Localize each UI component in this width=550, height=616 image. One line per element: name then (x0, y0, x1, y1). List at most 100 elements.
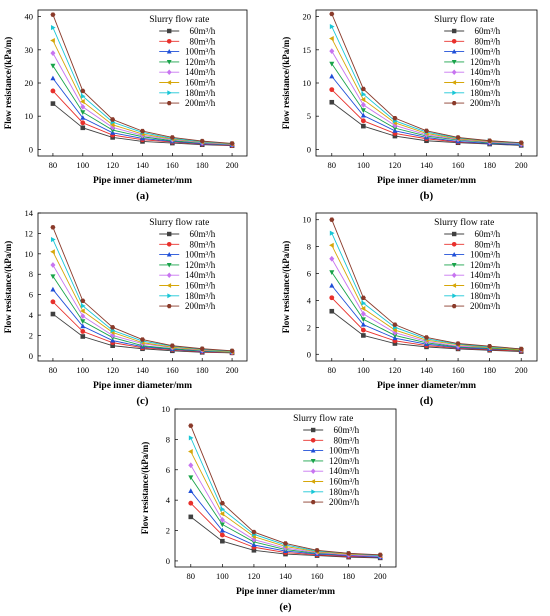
x-tick-label: 200 (226, 160, 239, 170)
legend-entry: 160m³/h (185, 78, 216, 88)
x-tick-label: 100 (357, 365, 370, 375)
legend: Slurry flow rate60m³/h80m³/h100m³/h120m³… (434, 14, 500, 108)
y-tick-label: 4 (29, 310, 34, 320)
data-point (392, 115, 398, 121)
data-point (329, 242, 334, 248)
y-axis-label: Flow resistance/(kPa/m) (140, 442, 150, 535)
legend: Slurry flow rate60m³/h80m³/h100m³/h120m³… (434, 217, 500, 311)
data-point (455, 341, 461, 346)
legend-entry: 60m³/h (333, 425, 359, 435)
x-axis-label: Pipe inner diameter/mm (236, 587, 335, 597)
legend-entry: 140m³/h (470, 270, 501, 280)
legend-marker (451, 263, 457, 268)
legend-marker (166, 69, 172, 75)
x-axis-label: Pipe inner diameter/mm (377, 176, 476, 186)
data-point (251, 547, 257, 553)
chart-panel-a: 80 100 120 140 160 180 200 0 10 20 30 40 Pipe inner … (3, 9, 248, 202)
data-point (199, 346, 205, 351)
data-point (329, 36, 334, 42)
legend-marker (451, 241, 457, 247)
data-point (50, 286, 56, 292)
legend-title: Slurry flow rate (149, 14, 209, 25)
data-point (251, 529, 257, 535)
data-point (360, 321, 366, 327)
data-point (188, 500, 194, 506)
legend-entry: 100m³/h (185, 250, 216, 260)
x-tick-label: 80 (328, 160, 337, 170)
data-point (50, 237, 56, 243)
data-point (346, 551, 352, 556)
data-point (360, 306, 366, 312)
data-point (392, 329, 398, 336)
data-point (329, 230, 335, 236)
panel-label: (b) (420, 190, 434, 202)
data-point (80, 303, 86, 309)
x-tick-label: 100 (76, 365, 89, 375)
legend-marker (167, 90, 172, 96)
legend-entry: 80m³/h (190, 36, 216, 46)
legend: Slurry flow rate60m³/h80m³/h100m³/h120m³… (149, 14, 215, 108)
data-point (329, 61, 335, 67)
data-point (50, 225, 56, 230)
legend-entry: 120m³/h (185, 260, 216, 270)
legend-entry: 60m³/h (474, 229, 500, 239)
data-point (80, 319, 86, 324)
data-point (282, 545, 289, 551)
legend-entry: 80m³/h (474, 239, 500, 249)
legend: Slurry flow rate60m³/h80m³/h100m³/h120m³… (149, 217, 215, 311)
y-tick-label: 10 (25, 249, 34, 259)
x-tick-label: 140 (136, 160, 149, 170)
chart-panel-b: 80 100 120 140 160 180 200 0 5 10 15 20 Pipe inner d… (281, 9, 538, 202)
y-tick-label: 14 (25, 208, 34, 218)
chart-panel-c: 80 100 120 140 160 180 200 0 2 4 6 8 10 12 14 Pipe inne… (3, 208, 248, 407)
panel-label: (c) (136, 395, 149, 407)
x-tick-label: 80 (187, 571, 196, 581)
legend-entry: 100m³/h (185, 47, 216, 57)
data-point (392, 341, 398, 346)
y-tick-label: 5 (307, 111, 311, 121)
legend-entry: 160m³/h (185, 281, 216, 291)
data-point (50, 12, 56, 17)
x-tick-label: 140 (279, 571, 292, 581)
data-point (282, 541, 289, 546)
data-point (360, 102, 366, 108)
x-tick-label: 120 (389, 365, 402, 375)
legend-marker (451, 80, 457, 85)
x-tick-label: 180 (196, 365, 209, 375)
y-tick-label: 8 (307, 242, 311, 252)
legend-entry: 80m³/h (190, 239, 216, 249)
legend-marker (451, 272, 457, 278)
data-point (219, 517, 225, 523)
legend-entry: 180m³/h (470, 291, 501, 301)
x-tick-label: 160 (166, 160, 179, 170)
legend-entry: 80m³/h (474, 36, 500, 46)
legend-entry: 60m³/h (190, 26, 216, 36)
legend-entry: 160m³/h (329, 477, 360, 487)
x-tick-label: 180 (483, 160, 496, 170)
data-point (392, 327, 397, 333)
data-point (361, 91, 367, 97)
data-point (360, 86, 366, 92)
data-point (329, 282, 335, 288)
data-point (139, 128, 146, 134)
series-8 (188, 423, 383, 558)
y-tick-label: 0 (307, 144, 311, 154)
legend-title: Slurry flow rate (434, 14, 494, 25)
legend-entry: 80m³/h (333, 435, 359, 445)
data-point (50, 274, 56, 280)
legend-entry: 200m³/h (185, 98, 216, 108)
chart-panel-e: 80 100 120 140 160 180 200 0 2 4 6 8 10 Pipe inner di… (140, 404, 397, 613)
legend-entry: 120m³/h (470, 57, 501, 67)
data-point (329, 11, 335, 17)
data-point (329, 24, 335, 30)
legend-entry: 60m³/h (190, 229, 216, 239)
legend-entry: 180m³/h (470, 88, 501, 98)
legend-marker (166, 48, 172, 54)
data-point (50, 50, 56, 57)
y-axis-label: Flow resistance/(kPa/m) (3, 37, 13, 130)
legend-marker (310, 468, 316, 474)
data-point (110, 117, 116, 122)
legend-marker (166, 38, 172, 44)
legend-marker (451, 38, 457, 44)
